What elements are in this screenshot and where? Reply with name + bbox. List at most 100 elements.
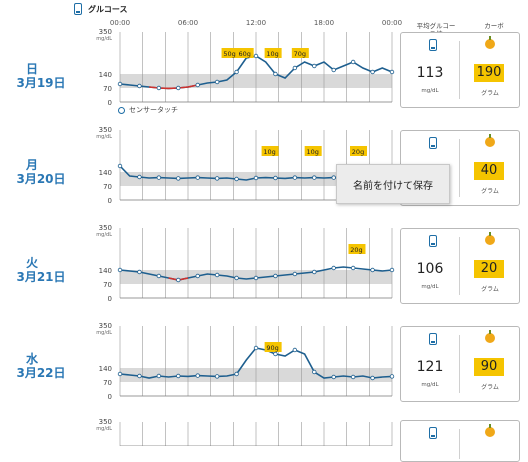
sensor-scan-dot <box>389 267 395 273</box>
day-of-week: 月 <box>25 158 38 172</box>
y-tick-label: 140 <box>99 365 112 373</box>
carbs-unit: グラム <box>481 286 499 293</box>
sensor-scan-dot <box>195 273 200 279</box>
avg-glucose-unit: mg/dL <box>421 382 439 388</box>
carb-marker-label: 60g <box>238 50 250 58</box>
sensor-scan-dot <box>156 175 162 180</box>
sensor-scan-dot <box>253 345 259 351</box>
day-of-week: 日 <box>25 62 38 76</box>
avg-glucose-value: 121 <box>416 359 444 375</box>
carb-marker-label: 10g <box>306 148 318 156</box>
y-tick-label: 350 <box>99 224 112 232</box>
y-tick-label: 0 <box>108 295 112 303</box>
carb-marker-label: 10g <box>266 50 278 58</box>
day-label-2: 火 3月21日 <box>0 256 82 284</box>
sensor-scan-dot <box>195 175 200 180</box>
carb-marker-label: 10g <box>263 148 275 156</box>
day-of-week: 火 <box>25 256 38 270</box>
carb-marker-label: 50g <box>223 50 235 58</box>
sensor-scan-dot <box>234 275 239 281</box>
avg-glucose-unit: mg/dL <box>421 284 439 290</box>
sensor-scan-dot <box>292 65 298 71</box>
apple-icon <box>485 134 495 147</box>
sensor-scan-dot <box>370 267 375 273</box>
sensor-scan-dot <box>312 369 317 375</box>
carbs-unit: グラム <box>481 90 499 97</box>
day-label-0: 日 3月19日 <box>0 62 82 90</box>
day-label-3: 水 3月22日 <box>0 352 82 380</box>
carb-marker <box>236 48 254 58</box>
sensor-scan-dot <box>234 69 239 75</box>
sensor-scan-dot <box>350 59 356 65</box>
sensor-scan-dot <box>312 175 317 180</box>
sensor-scan-dot <box>137 83 142 89</box>
y-tick-label: 70 <box>103 281 112 289</box>
save-as-label: 名前を付けて保存 <box>353 180 433 192</box>
sensor-scan-dot <box>273 71 278 77</box>
sensor-scan-dot <box>176 277 181 283</box>
y-axis-unit: mg/dL <box>96 232 112 238</box>
sensor-scan-dot <box>370 375 375 381</box>
sensor-scan-dot <box>214 79 220 85</box>
y-tick-label: 140 <box>99 71 112 79</box>
sensor-scan-dot <box>273 175 278 181</box>
sensor-scan-dot <box>292 271 298 277</box>
summary-card-3: 121 mg/dL 90 グラム <box>400 326 520 402</box>
sensor-scan-dot <box>137 174 142 180</box>
glucose-chart: 00:00 06:00 12:00 18:00 00:00350140700mg/dL5… <box>96 19 402 446</box>
legend-title: グルコース <box>88 4 128 14</box>
carb-marker <box>304 146 322 156</box>
avg-glucose-unit: mg/dL <box>421 88 439 94</box>
sensor-scan-dot <box>331 374 336 380</box>
y-tick-label: 70 <box>103 183 112 191</box>
save-as-menu-item[interactable]: 名前を付けて保存 <box>336 164 450 204</box>
y-axis-unit: mg/dL <box>96 330 112 336</box>
sensor-scan-dot <box>312 269 317 275</box>
y-tick-label: 70 <box>103 379 112 387</box>
sensor-scan-dot <box>137 269 142 275</box>
apple-icon <box>485 424 495 437</box>
sensor-scan-dot <box>176 85 181 91</box>
sensor-scan-dot <box>253 53 259 59</box>
sensor-scan-dot <box>234 176 239 182</box>
carbs-value: 40 <box>474 162 504 180</box>
phone-icon <box>429 235 437 247</box>
sensor-scan-dot <box>137 373 142 379</box>
carb-marker <box>350 146 367 156</box>
sensor-scan-dot <box>195 82 200 88</box>
sensor-legend-label: センサータッチ <box>129 106 178 114</box>
sensor-scan-dot <box>156 373 162 379</box>
carb-marker-label: 20g <box>352 148 364 156</box>
sensor-scan-dot <box>389 69 395 75</box>
sensor-scan-dot <box>117 371 123 377</box>
sensor-scan-dot <box>331 265 336 271</box>
sensor-scan-dot <box>214 272 220 278</box>
y-tick-label: 0 <box>108 197 112 205</box>
time-tick-label: 18:00 <box>314 19 334 27</box>
sensor-scan-dot <box>176 176 181 181</box>
time-tick-label: 06:00 <box>178 19 198 27</box>
time-tick-label: 12:00 <box>246 19 266 27</box>
y-axis-unit: mg/dL <box>96 134 112 140</box>
carb-marker <box>291 48 309 58</box>
phone-icon <box>429 39 437 51</box>
sensor-scan-dot <box>331 175 336 180</box>
sensor-scan-dot <box>234 371 239 377</box>
sensor-scan-dot <box>176 373 181 379</box>
phone-icon <box>429 427 437 439</box>
carbs-value: 90 <box>474 358 504 376</box>
y-tick-label: 70 <box>103 85 112 93</box>
sensor-scan-dot <box>350 374 356 380</box>
carb-marker-label: 20g <box>350 246 362 254</box>
carb-marker <box>264 342 282 352</box>
carb-marker-label: 90g <box>266 344 278 352</box>
day-of-week: 水 <box>25 352 38 366</box>
y-axis-unit: mg/dL <box>96 426 112 432</box>
sensor-scan-dot <box>273 273 278 279</box>
carbs-unit: グラム <box>481 384 499 391</box>
sensor-scan-dot <box>156 273 162 279</box>
day-date: 3月19日 <box>16 76 66 90</box>
avg-glucose-value: 106 <box>416 261 444 277</box>
summary-card-2: 106 mg/dL 20 グラム <box>400 228 520 304</box>
sensor-scan-dot <box>195 373 200 378</box>
